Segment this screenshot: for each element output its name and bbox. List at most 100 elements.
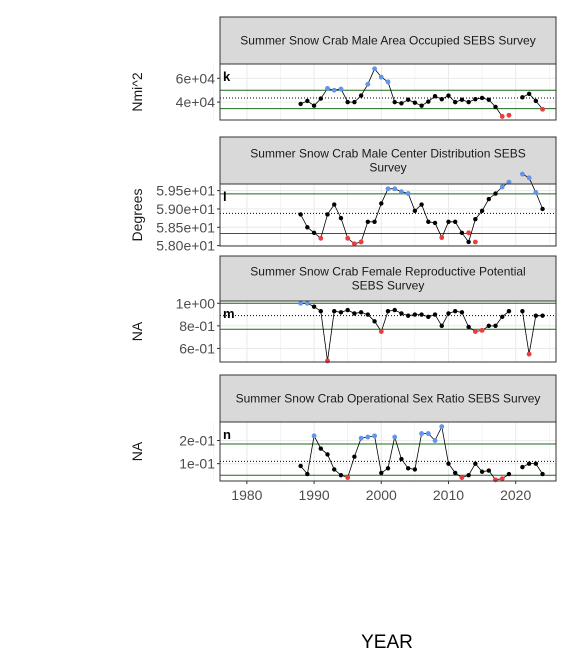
y-tick-label: 5.80e+01 [156,238,215,254]
data-point [520,95,525,100]
panels: Summer Snow Crab Male Area Occupied SEBS… [129,16,557,483]
data-point [453,219,458,224]
y-axis-title: Nmi^2 [129,72,145,111]
y-tick-label: 5.90e+01 [156,201,215,217]
data-point [466,473,471,478]
data-point [520,464,525,470]
data-point [479,208,485,213]
data-point [493,323,498,329]
data-point [432,93,438,99]
data-point [466,239,471,245]
data-point [486,196,491,202]
data-point [325,452,330,457]
data-point [486,97,491,102]
panel-strip [219,16,557,65]
data-point [486,323,491,329]
data-point [446,219,451,224]
data-point [352,311,357,316]
panel-title: Summer Snow Crab Male Area Occupied SEBS… [240,34,535,48]
high-point [385,79,391,85]
data-point [446,93,451,98]
data-point [311,230,317,235]
data-point [446,461,451,466]
data-point [311,304,317,309]
high-point [506,179,512,185]
y-tick-label: 8e-01 [179,318,215,334]
panel-strip [219,136,557,185]
y-axis-title: Degrees [129,189,145,242]
panel-border [219,183,557,247]
data-point [358,310,364,315]
data-point [405,97,411,102]
data-point [305,98,310,104]
data-point [526,91,532,96]
data-point [446,311,451,316]
data-point [439,96,444,102]
data-point [419,103,424,108]
data-point [305,471,310,477]
x-axis: 1980 1990 2000 2010 2020 [231,481,531,503]
data-point [318,96,323,101]
data-point [385,466,391,471]
data-point [493,104,498,110]
data-point [426,99,431,104]
high-point [499,184,505,190]
high-point [304,300,310,306]
low-point [499,114,505,119]
y-tick-label: 1e+00 [176,295,216,311]
data-point [332,202,337,207]
panel-background [220,64,556,120]
series-line [522,173,543,210]
y-axis-title: NA [129,321,145,341]
low-point [526,351,532,357]
high-point [385,186,391,192]
high-point [372,433,377,439]
panel-background [220,422,556,481]
high-point [439,424,445,430]
data-point [493,191,498,196]
data-point [412,208,418,213]
data-point [459,310,465,315]
data-point [385,308,391,314]
low-point [345,235,351,241]
data-point [473,96,478,102]
x-tick-label: 2010 [433,487,464,503]
high-point [399,189,404,195]
data-point [419,202,424,207]
series-line [522,311,543,355]
data-point [305,225,310,230]
x-axis-title: YEAR [361,632,413,653]
data-point [352,454,357,459]
low-point [325,358,330,364]
data-point [345,99,350,105]
low-point [378,329,384,334]
data-point [526,461,532,466]
data-point [533,98,539,104]
low-point [358,239,364,245]
high-point [298,300,304,306]
low-point [479,327,485,333]
data-point [412,100,418,105]
data-point [506,308,512,314]
y-tick-label: 5.95e+01 [156,183,215,199]
high-point [311,433,317,439]
data-point [298,463,303,469]
high-point [520,171,525,177]
data-point [379,470,384,476]
panel-tag: n [223,427,231,442]
high-point [526,175,532,181]
panel-strip [219,255,557,302]
panel-m: Summer Snow Crab Female Reproductive Pot… [129,255,557,364]
data-point [466,99,471,105]
y-axis-title: NA [129,441,145,461]
high-point [533,190,539,195]
data-point [338,473,344,478]
data-point [453,470,458,476]
high-point [331,87,337,93]
data-point [500,314,505,320]
low-point [439,235,445,240]
data-point [379,201,384,206]
data-point [399,311,404,316]
series-line [522,463,543,475]
high-point [378,74,384,80]
